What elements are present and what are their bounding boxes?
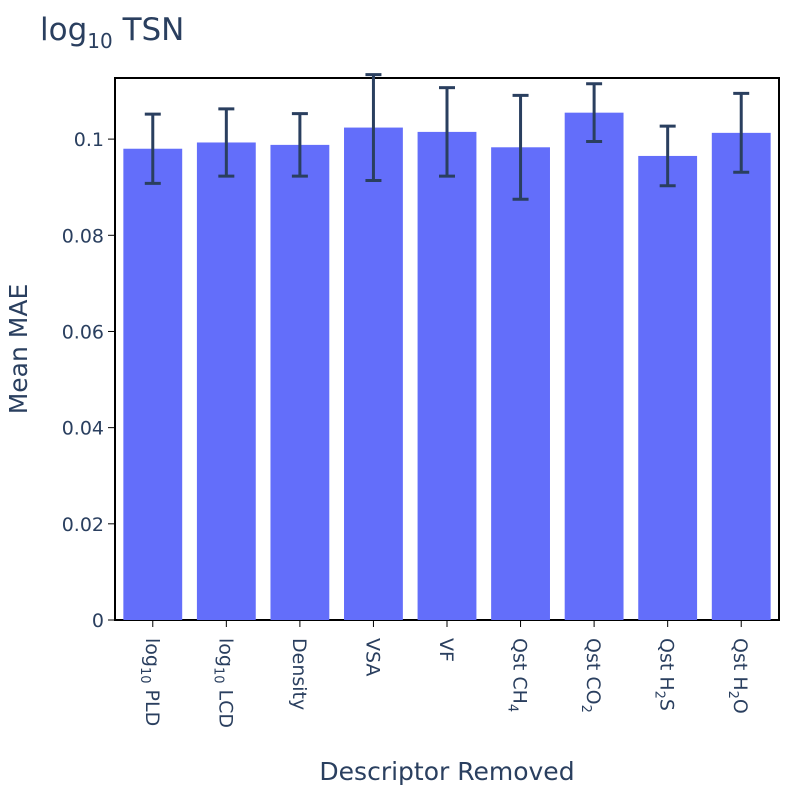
bar bbox=[270, 144, 330, 620]
error-bar bbox=[659, 124, 676, 188]
x-tick-label: log10 PLD bbox=[137, 638, 163, 726]
y-tick-label: 0.08 bbox=[62, 225, 104, 247]
x-tick-label: Density bbox=[288, 638, 310, 710]
error-bar bbox=[733, 91, 750, 174]
error-bar bbox=[291, 112, 308, 178]
y-axis: 0 0.02 0.04 0.06 0.08 0.1 bbox=[62, 129, 115, 632]
error-bar bbox=[365, 73, 382, 182]
y-tick-label: 0.04 bbox=[62, 418, 104, 440]
x-tick-label: Qst CH4 bbox=[505, 638, 531, 712]
x-tick-label: Qst H2S bbox=[652, 638, 678, 711]
error-bar bbox=[439, 86, 455, 178]
y-tick-label: 0 bbox=[92, 610, 104, 632]
bar bbox=[491, 147, 550, 620]
error-bar bbox=[144, 112, 161, 185]
x-tick-label: VSA bbox=[361, 638, 383, 676]
bar bbox=[564, 112, 624, 620]
x-tick-label: VF bbox=[435, 638, 457, 662]
y-tick-label: 0.06 bbox=[62, 321, 104, 343]
bar bbox=[711, 132, 771, 620]
y-axis-label: Mean MAE bbox=[4, 284, 33, 415]
x-axis: log10 PLD log10 LCD Density VSA VF Qst CH4 Qst… bbox=[137, 621, 751, 728]
error-bar bbox=[218, 107, 235, 178]
x-axis-label: Descriptor Removed bbox=[319, 757, 574, 786]
bar bbox=[417, 131, 477, 621]
bars-layer bbox=[123, 112, 771, 621]
title-subscript: 10 bbox=[87, 29, 112, 53]
x-tick-label: log10 LCD bbox=[210, 638, 236, 728]
x-tick-label: Qst H2O bbox=[725, 638, 751, 714]
bar bbox=[123, 148, 183, 620]
y-tick-label: 0.1 bbox=[74, 129, 104, 151]
error-bar bbox=[512, 93, 529, 201]
bar bbox=[344, 127, 403, 621]
x-tick-label: Qst CO2 bbox=[578, 638, 604, 713]
y-tick-label: 0.02 bbox=[62, 514, 104, 536]
chart-title: log10 TSN bbox=[40, 12, 184, 53]
title-text: TSN bbox=[113, 12, 185, 48]
error-bar bbox=[586, 82, 603, 144]
bar bbox=[638, 155, 698, 621]
error-bars-layer bbox=[144, 73, 750, 201]
bar bbox=[196, 142, 256, 620]
